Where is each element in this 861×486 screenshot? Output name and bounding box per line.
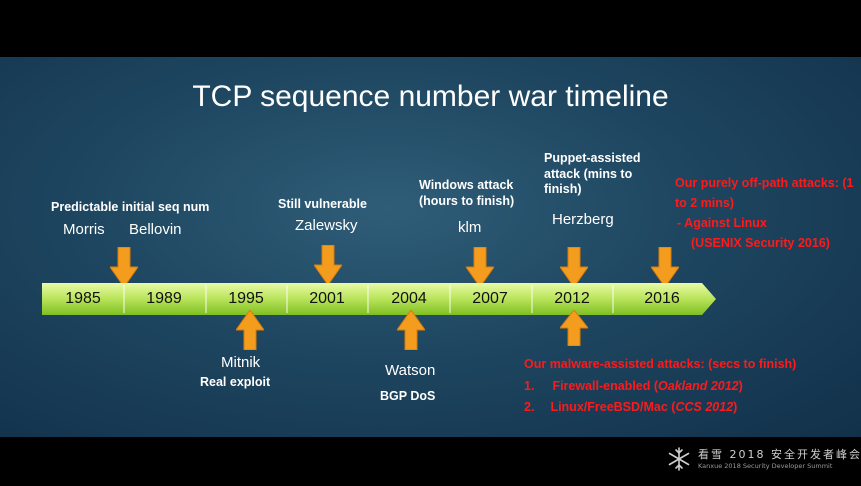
label-real-exploit: Real exploit bbox=[200, 375, 271, 389]
label-bgp-dos: BGP DoS bbox=[380, 389, 436, 403]
label-bellovin: Bellovin bbox=[129, 221, 182, 238]
offpath-line2: to 2 mins) bbox=[675, 196, 735, 210]
windows-attack-line2: (hours to finish) bbox=[419, 193, 515, 208]
down-arrow-icon bbox=[651, 247, 679, 287]
down-arrow-icon bbox=[560, 247, 588, 287]
label-still-vulnerable: Still vulnerable bbox=[278, 197, 367, 211]
malware-item-1: 1. Firewall-enabled (Oakland 2012) bbox=[524, 379, 743, 395]
year-1995: 1995 bbox=[228, 290, 264, 307]
label-zalewsky: Zalewsky bbox=[295, 217, 358, 234]
year-2012: 2012 bbox=[554, 290, 590, 307]
offpath-line4: (USENIX Security 2016) bbox=[691, 236, 830, 250]
up-arrow-icon bbox=[236, 310, 264, 350]
down-arrow-icon bbox=[110, 247, 138, 287]
item1-end: ) bbox=[738, 379, 743, 393]
label-klm: klm bbox=[458, 219, 482, 236]
footer-english-title: Kanxue 2018 Security Developer Summit bbox=[698, 462, 833, 470]
malware-item-2: 2. Linux/FreeBSD/Mac (CCS 2012) bbox=[524, 400, 737, 416]
year-2007: 2007 bbox=[472, 290, 508, 307]
year-2016: 2016 bbox=[644, 290, 680, 307]
puppet-line2: attack (mins to bbox=[544, 166, 633, 181]
label-malware-title: Our malware-assisted attacks: (secs to f… bbox=[524, 357, 797, 371]
label-predictable: Predictable initial seq num bbox=[51, 200, 210, 214]
puppet-line3: finish) bbox=[544, 182, 582, 197]
puppet-line1: Puppet-assisted bbox=[544, 151, 641, 165]
offpath-line1: Our purely off-path attacks: (1 bbox=[675, 176, 854, 190]
item1-text: Firewall-enabled ( bbox=[552, 379, 659, 393]
item1-venue: Oakland 2012 bbox=[658, 379, 739, 393]
item1-num: 1. bbox=[524, 379, 535, 393]
label-morris: Morris bbox=[63, 221, 105, 238]
offpath-line3: - Against Linux bbox=[677, 216, 767, 230]
year-1989: 1989 bbox=[146, 290, 182, 307]
year-1985: 1985 bbox=[65, 290, 101, 307]
item2-venue: CCS 2012 bbox=[675, 400, 734, 414]
down-arrow-icon bbox=[466, 247, 494, 287]
snowflake-icon bbox=[668, 447, 690, 471]
item2-end: ) bbox=[733, 400, 738, 414]
item2-num: 2. bbox=[524, 400, 535, 414]
slide-title: TCP sequence number war timeline bbox=[192, 80, 669, 113]
label-windows-attack: Windows attack (hours to finish) bbox=[419, 178, 514, 209]
year-2004: 2004 bbox=[391, 290, 427, 307]
label-mitnik: Mitnik bbox=[221, 354, 261, 371]
timeline-bar bbox=[42, 283, 716, 315]
label-puppet: Puppet-assisted attack (mins to finish) bbox=[544, 151, 641, 198]
footer-bar bbox=[0, 437, 861, 486]
slide: TCP sequence number war timeline Predict… bbox=[0, 57, 861, 437]
label-watson: Watson bbox=[385, 362, 436, 379]
up-arrow-icon bbox=[560, 310, 588, 346]
footer-chinese-title: 看雪 2018 安全开发者峰会 bbox=[698, 448, 861, 461]
windows-attack-line1: Windows attack bbox=[419, 178, 514, 192]
label-herzberg: Herzberg bbox=[552, 211, 614, 228]
down-arrow-icon bbox=[314, 245, 342, 285]
item2-text: Linux/FreeBSD/Mac ( bbox=[550, 400, 676, 414]
up-arrow-icon bbox=[397, 310, 425, 350]
year-2001: 2001 bbox=[309, 290, 345, 307]
label-offpath: Our purely off-path attacks: (1 to 2 min… bbox=[675, 173, 854, 253]
